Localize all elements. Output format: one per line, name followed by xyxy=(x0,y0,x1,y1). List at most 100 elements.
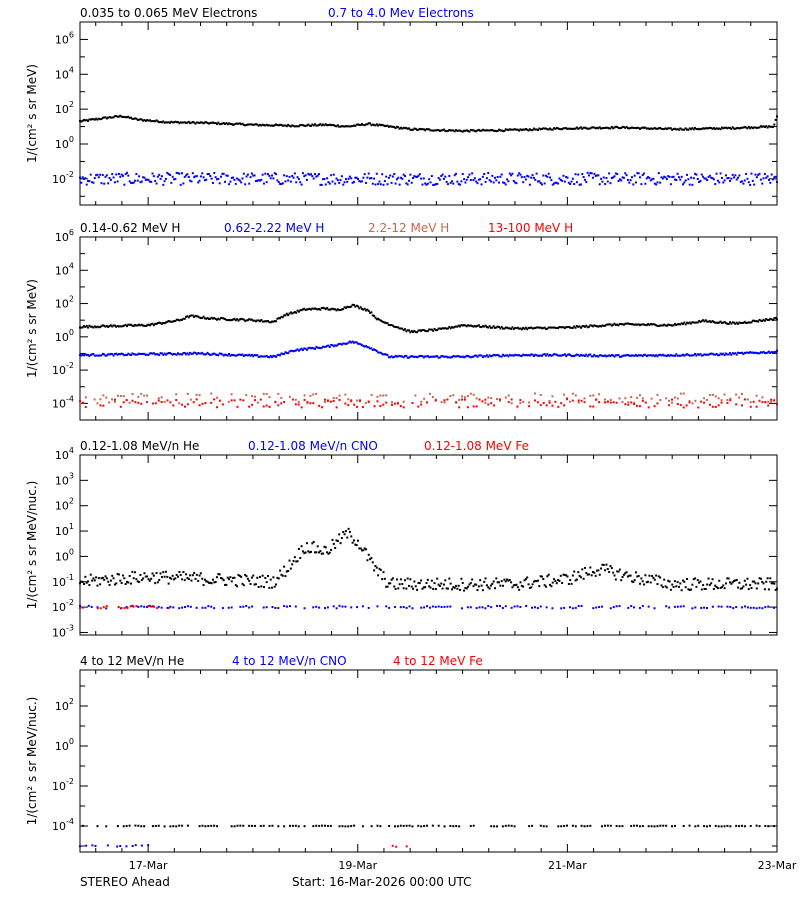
data-point xyxy=(338,604,341,607)
data-point xyxy=(148,324,151,327)
data-point xyxy=(260,355,263,358)
data-point xyxy=(277,577,280,580)
data-point xyxy=(151,120,154,123)
data-point xyxy=(137,824,140,827)
data-point xyxy=(105,607,108,610)
data-point xyxy=(461,398,464,401)
data-point xyxy=(711,578,714,581)
data-point xyxy=(294,824,297,827)
data-point xyxy=(417,355,420,358)
data-point xyxy=(217,317,220,320)
data-point xyxy=(697,824,700,827)
data-point xyxy=(601,354,604,357)
data-point xyxy=(633,606,636,609)
data-point xyxy=(562,326,565,329)
data-point xyxy=(164,121,167,124)
data-point xyxy=(612,606,615,609)
data-point xyxy=(79,176,81,179)
data-point xyxy=(416,356,419,359)
data-point xyxy=(624,322,627,325)
data-point xyxy=(238,574,241,577)
data-point xyxy=(334,182,337,185)
data-point xyxy=(379,825,382,828)
data-point xyxy=(134,571,137,574)
data-point xyxy=(346,342,349,345)
data-point xyxy=(612,354,615,357)
data-point xyxy=(348,305,351,308)
data-point xyxy=(622,573,625,576)
data-point xyxy=(456,587,459,590)
legend-label: 0.12-1.08 MeV/n He xyxy=(80,439,199,453)
data-point xyxy=(338,394,341,397)
data-point xyxy=(461,607,464,610)
data-point xyxy=(425,128,428,131)
data-point xyxy=(234,182,237,185)
data-point xyxy=(128,574,131,577)
data-point xyxy=(304,174,307,177)
data-point xyxy=(551,326,554,329)
data-point xyxy=(186,173,189,176)
data-point xyxy=(575,181,578,184)
data-point xyxy=(151,172,154,175)
data-point xyxy=(568,606,571,609)
data-point xyxy=(215,123,218,126)
data-point xyxy=(178,824,181,827)
data-point xyxy=(676,581,679,584)
data-point xyxy=(630,354,633,357)
data-point xyxy=(291,398,294,401)
data-point xyxy=(519,128,522,131)
data-point xyxy=(150,323,153,326)
data-point xyxy=(135,578,138,581)
data-point xyxy=(593,324,596,327)
data-point xyxy=(328,346,331,349)
data-point xyxy=(241,582,244,585)
data-point xyxy=(244,354,247,357)
data-point xyxy=(668,606,671,609)
data-point xyxy=(752,400,755,403)
data-point xyxy=(203,578,206,581)
data-point xyxy=(409,331,412,334)
data-point xyxy=(394,354,397,357)
data-point xyxy=(409,355,412,358)
data-point xyxy=(417,405,420,408)
data-point xyxy=(579,353,582,356)
data-point xyxy=(743,398,746,401)
data-point xyxy=(183,579,186,582)
data-point xyxy=(714,405,717,408)
data-point xyxy=(516,326,519,329)
data-point xyxy=(414,175,417,178)
data-point xyxy=(283,400,286,403)
data-point xyxy=(88,324,91,327)
data-point xyxy=(326,824,329,827)
data-point xyxy=(453,586,456,589)
data-point xyxy=(275,123,278,126)
data-point xyxy=(481,356,484,359)
data-point xyxy=(473,325,476,328)
data-point xyxy=(351,181,354,184)
data-point xyxy=(706,320,709,323)
data-point xyxy=(251,605,254,608)
data-point xyxy=(79,604,81,607)
data-point xyxy=(167,319,170,322)
data-point xyxy=(523,354,526,357)
data-point xyxy=(516,586,519,589)
data-point xyxy=(562,174,565,177)
data-point xyxy=(636,354,639,357)
data-point xyxy=(498,354,501,357)
data-point xyxy=(332,173,335,176)
data-point xyxy=(656,127,659,130)
data-point xyxy=(464,129,467,132)
data-point xyxy=(262,320,265,323)
data-point xyxy=(309,308,312,311)
data-point xyxy=(124,173,127,176)
data-point xyxy=(158,121,161,124)
data-point xyxy=(232,354,235,357)
data-point xyxy=(565,326,568,329)
data-point xyxy=(746,351,749,354)
data-point xyxy=(592,570,595,573)
data-point xyxy=(739,321,742,324)
data-point xyxy=(770,398,773,401)
data-point xyxy=(516,354,519,357)
data-point xyxy=(493,404,496,407)
data-point xyxy=(347,306,350,309)
